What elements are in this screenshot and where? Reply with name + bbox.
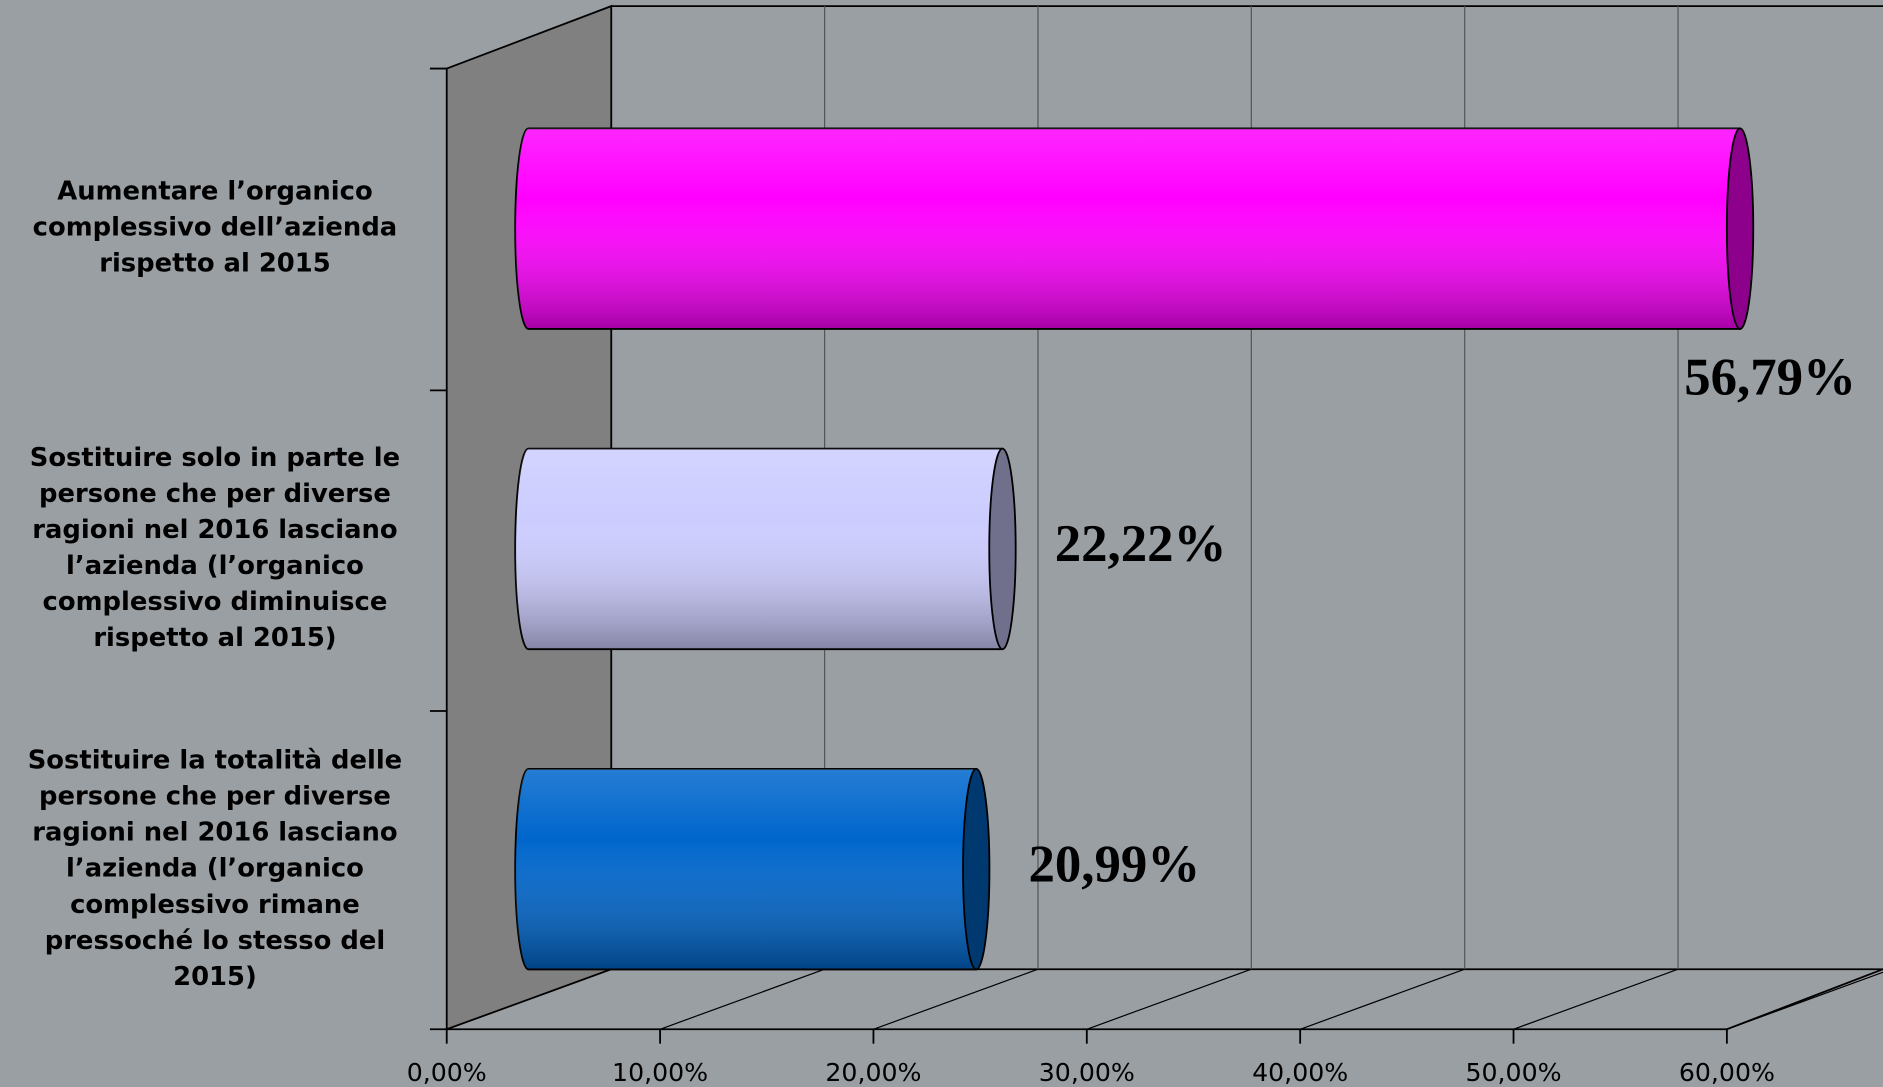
- bar-shading: [515, 128, 1741, 329]
- bar-shading: [515, 768, 977, 970]
- bar-cap: [1725, 127, 1755, 330]
- category-ticks: [429, 67, 447, 1031]
- category-label: Sostituire la totalità delle persone che…: [27, 745, 403, 992]
- x-tick-label: 30,00%: [1039, 1058, 1135, 1087]
- x-tick-label: 50,00%: [1465, 1058, 1561, 1087]
- category-label-box: Sostituire solo in parte le persone che …: [29, 443, 401, 654]
- floor-grid-line: [1299, 968, 1465, 1030]
- bar-shading: [515, 448, 1003, 650]
- bar-cap: [962, 767, 991, 971]
- category-label-box: Aumentare l’organico complessivo dell’az…: [32, 177, 398, 280]
- value-label: 20,99%: [1028, 835, 1200, 893]
- floor-grid-line: [1513, 968, 1679, 1030]
- category-label: Sostituire solo in parte le persone che …: [29, 443, 401, 654]
- x-tick-label: 60,00%: [1679, 1058, 1775, 1087]
- x-tick-label: 20,00%: [825, 1058, 921, 1087]
- category-label-box: Sostituire la totalità delle persone che…: [27, 745, 403, 992]
- value-label: 56,79%: [1684, 349, 1856, 407]
- x-tick-label: 10,00%: [612, 1058, 708, 1087]
- x-tick-label: 0,00%: [407, 1058, 487, 1087]
- bar-cap: [988, 447, 1017, 651]
- x-tick-label: 40,00%: [1252, 1058, 1348, 1087]
- floor-grid-line: [873, 968, 1039, 1030]
- floor-grid-line: [1086, 968, 1252, 1030]
- category-label: Aumentare l’organico complessivo dell’az…: [32, 177, 398, 280]
- floor-grid-line: [659, 968, 825, 1030]
- floor-grid-line: [1726, 971, 1883, 1030]
- value-label: 22,22%: [1055, 515, 1227, 573]
